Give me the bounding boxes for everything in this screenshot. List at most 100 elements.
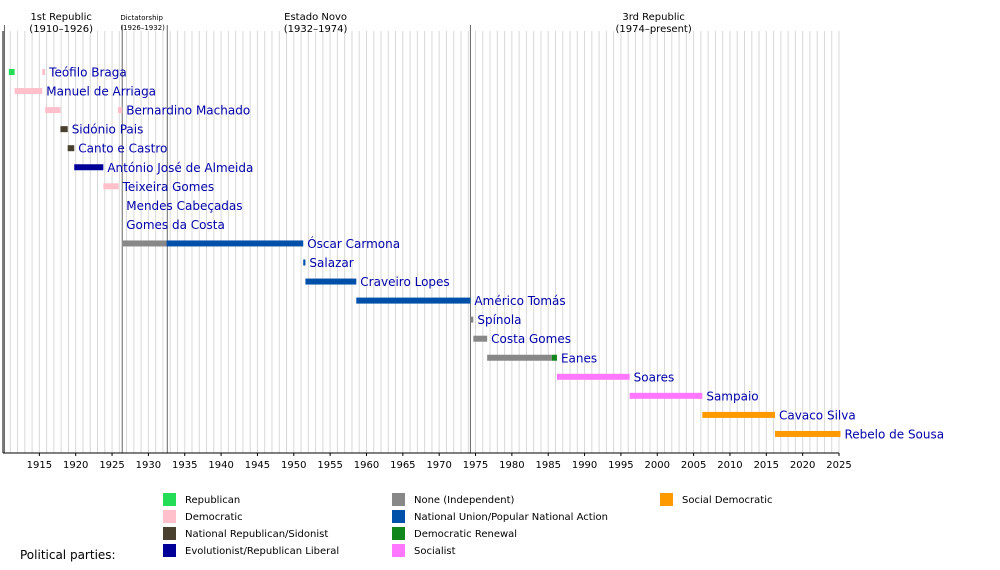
president-label: Manuel de Arriaga [46, 85, 156, 99]
president-bar [8, 69, 15, 75]
president-bar [303, 259, 306, 266]
party-legend: Republican Democratic National Republican/… [20, 493, 772, 562]
x-tick-label: 1995 [608, 460, 633, 471]
era-label: 3rd Republic (1974–present) [615, 12, 691, 35]
president-label: Mendes Cabeçadas [126, 199, 242, 213]
president-label: Sidónio Pais [72, 123, 144, 137]
x-tick-label: 2000 [645, 460, 670, 471]
president-label: Salazar [309, 256, 353, 270]
x-tick-label: 2005 [681, 460, 706, 471]
legend-label: Social Democratic [682, 495, 772, 506]
legend-label: National Republican/Sidonist [185, 529, 328, 540]
legend-label: Republican [185, 495, 240, 506]
president-bar [473, 335, 488, 342]
legend-label: Socialist [414, 546, 456, 557]
president-label: Canto e Castro [78, 142, 167, 156]
president-bar [356, 297, 471, 304]
era-label: 1st Republic (1910–1926) [29, 12, 93, 35]
x-tick-label: 2020 [790, 460, 815, 471]
x-tick-label: 1975 [463, 460, 488, 471]
x-tick-label: 1915 [27, 460, 52, 471]
president-labels: Teófilo Braga Manuel de Arriaga Bernardino… [46, 66, 944, 442]
legend-title: Political parties: [20, 548, 116, 562]
grid-lines [2, 31, 840, 453]
president-bar [702, 411, 776, 418]
era-label-line: (1974–present) [615, 24, 691, 35]
legend-swatch [163, 493, 176, 506]
president-bar [305, 278, 357, 285]
president-bar [166, 240, 304, 247]
x-axis: 1915 1920 1925 1930 1935 1940 1945 1950 1955 1960… [2, 31, 852, 471]
legend-swatch [163, 510, 176, 523]
x-tick-label: 1935 [172, 460, 197, 471]
era-label-line: (1926–1932) [120, 24, 165, 32]
president-bar [470, 316, 474, 323]
legend-label: National Union/Popular National Action [414, 512, 608, 523]
x-tick-label: 1960 [354, 460, 379, 471]
president-bar [117, 107, 123, 114]
legend-swatch [163, 544, 176, 557]
legend-label: None (Independent) [414, 495, 515, 506]
era-label-line: 1st Republic [30, 12, 91, 23]
x-tick-label: 2015 [754, 460, 779, 471]
president-label: Óscar Carmona [307, 236, 400, 251]
era-label-line: Estado Novo [284, 12, 347, 23]
president-bar [551, 354, 557, 361]
era-label: Dictatorship (1926–1932) [120, 14, 165, 32]
x-tick-label: 1980 [499, 460, 524, 471]
x-tick-label: 1925 [99, 460, 124, 471]
legend-label: Evolutionist/Republican Liberal [185, 546, 339, 557]
president-bar [122, 240, 167, 247]
president-label: Soares [634, 370, 675, 384]
president-bars [8, 69, 841, 437]
x-tick-label: 1940 [208, 460, 233, 471]
legend-swatch [392, 544, 405, 557]
president-bar [629, 392, 703, 399]
era-label-line: (1910–1926) [29, 24, 93, 35]
legend-swatch [392, 493, 405, 506]
x-tick-label: 1990 [572, 460, 597, 471]
x-tick-label: 2010 [717, 460, 742, 471]
president-label: Eanes [561, 351, 597, 365]
president-bar [775, 430, 841, 437]
president-label: Sampaio [706, 389, 758, 403]
president-bar [60, 126, 68, 133]
president-bar [67, 145, 75, 152]
president-bar [42, 69, 46, 75]
era-label-line: 3rd Republic [622, 12, 685, 23]
president-bar [14, 88, 43, 95]
president-label: Cavaco Silva [779, 408, 856, 422]
president-bar [74, 164, 104, 171]
legend-swatch [392, 510, 405, 523]
era-label: Estado Novo (1932–1974) [284, 12, 348, 35]
legend-label: Democratic [185, 512, 243, 523]
president-label: Gomes da Costa [126, 218, 225, 232]
president-label: Spínola [477, 313, 521, 327]
president-bar [487, 354, 552, 361]
x-tick-label: 1945 [245, 460, 270, 471]
x-tick-label: 1920 [63, 460, 88, 471]
president-bar [45, 107, 61, 114]
x-tick-label: 2025 [826, 460, 851, 471]
legend-label: Democratic Renewal [414, 529, 517, 540]
president-label: Teixeira Gomes [122, 180, 215, 194]
president-bar [556, 373, 630, 380]
x-tick-label: 1970 [426, 460, 451, 471]
era-headers: 1st Republic (1910–1926) Dictatorship (1926… [3, 12, 692, 453]
legend-swatch [392, 527, 405, 540]
president-label: Teófilo Braga [48, 66, 127, 80]
x-tick-label: 1985 [535, 460, 560, 471]
president-label: Craveiro Lopes [360, 275, 449, 289]
x-tick-label: 1930 [136, 460, 161, 471]
legend-swatch [660, 493, 673, 506]
era-label-line: (1932–1974) [284, 24, 348, 35]
president-label: Bernardino Machado [126, 104, 250, 118]
x-tick-label: 1955 [317, 460, 342, 471]
legend-swatch [163, 527, 176, 540]
president-label: Costa Gomes [491, 332, 571, 346]
x-tick-label: 1965 [390, 460, 415, 471]
president-label: António José de Almeida [107, 161, 253, 175]
president-bar [103, 183, 119, 190]
era-label-line: Dictatorship [120, 14, 163, 22]
